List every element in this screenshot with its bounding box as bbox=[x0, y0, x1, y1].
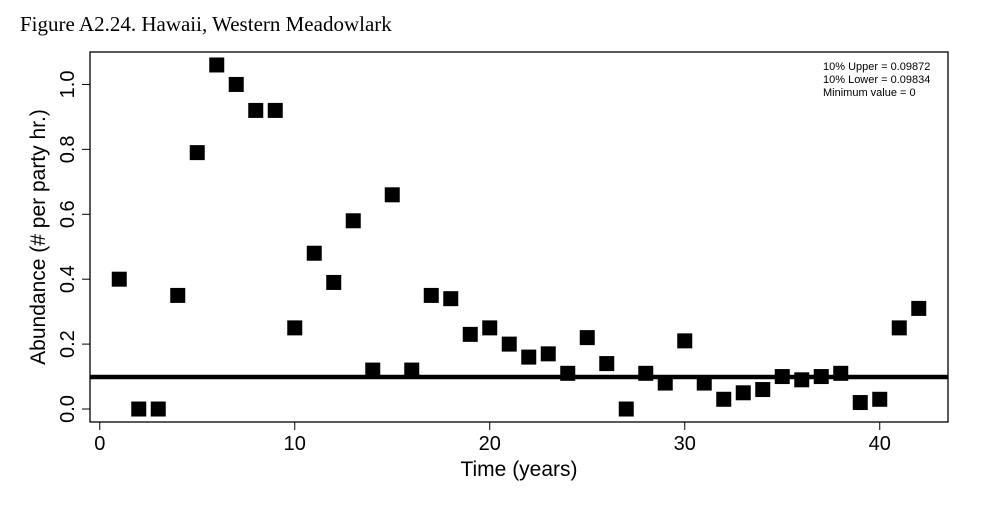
data-point bbox=[423, 287, 439, 303]
x-tick-label: 40 bbox=[869, 433, 891, 455]
data-point bbox=[287, 320, 303, 336]
data-point bbox=[794, 372, 810, 388]
data-point bbox=[501, 336, 517, 352]
data-point bbox=[267, 102, 283, 118]
data-point bbox=[306, 245, 322, 261]
data-point bbox=[755, 382, 771, 398]
x-tick-label: 0 bbox=[94, 433, 105, 455]
data-point bbox=[872, 391, 888, 407]
data-point bbox=[150, 401, 166, 417]
data-point bbox=[462, 326, 478, 342]
data-point bbox=[365, 362, 381, 378]
data-point bbox=[443, 291, 459, 307]
y-tick-label: 0.4 bbox=[57, 265, 79, 293]
plot-frame bbox=[89, 51, 949, 423]
data-point bbox=[696, 375, 712, 391]
y-tick-label: 0.0 bbox=[57, 395, 79, 423]
data-point bbox=[677, 333, 693, 349]
data-point bbox=[170, 287, 186, 303]
data-point bbox=[209, 57, 225, 73]
legend-text: 10% Lower = 0.09834 bbox=[823, 74, 930, 86]
data-point bbox=[404, 362, 420, 378]
data-point bbox=[228, 76, 244, 92]
data-point bbox=[579, 330, 595, 346]
data-point bbox=[326, 274, 342, 290]
data-point bbox=[716, 391, 732, 407]
data-point bbox=[657, 375, 673, 391]
x-tick-label: 30 bbox=[674, 433, 696, 455]
data-point bbox=[891, 320, 907, 336]
data-point bbox=[384, 187, 400, 203]
data-point bbox=[131, 401, 147, 417]
data-point bbox=[111, 271, 127, 287]
figure-title: Figure A2.24. Hawaii, Western Meadowlark bbox=[20, 12, 392, 36]
data-point bbox=[189, 145, 205, 161]
data-point bbox=[911, 300, 927, 316]
x-tick-label: 20 bbox=[479, 433, 501, 455]
y-tick-label: 0.8 bbox=[57, 135, 79, 163]
data-point bbox=[521, 349, 537, 365]
data-point bbox=[482, 320, 498, 336]
y-axis: 0.0 0.2 0.4 0.6 0.8 1.0 bbox=[57, 71, 91, 423]
data-point bbox=[852, 395, 868, 411]
data-point bbox=[248, 102, 264, 118]
data-point bbox=[540, 346, 556, 362]
x-axis: 0 10 20 30 40 bbox=[94, 421, 891, 455]
data-point bbox=[618, 401, 634, 417]
legend-text: Minimum value = 0 bbox=[823, 87, 916, 99]
data-point bbox=[345, 213, 361, 229]
data-points bbox=[111, 57, 927, 417]
data-point bbox=[599, 356, 615, 372]
x-tick-label: 10 bbox=[284, 433, 306, 455]
y-tick-label: 1.0 bbox=[57, 71, 79, 99]
y-tick-label: 0.2 bbox=[57, 330, 79, 358]
legend-text: 10% Upper = 0.09872 bbox=[823, 61, 930, 73]
x-axis-label: Time (years) bbox=[460, 458, 577, 481]
data-point bbox=[735, 385, 751, 401]
y-axis-label: Abundance (# per party hr.) bbox=[27, 109, 50, 365]
y-tick-label: 0.6 bbox=[57, 200, 79, 228]
